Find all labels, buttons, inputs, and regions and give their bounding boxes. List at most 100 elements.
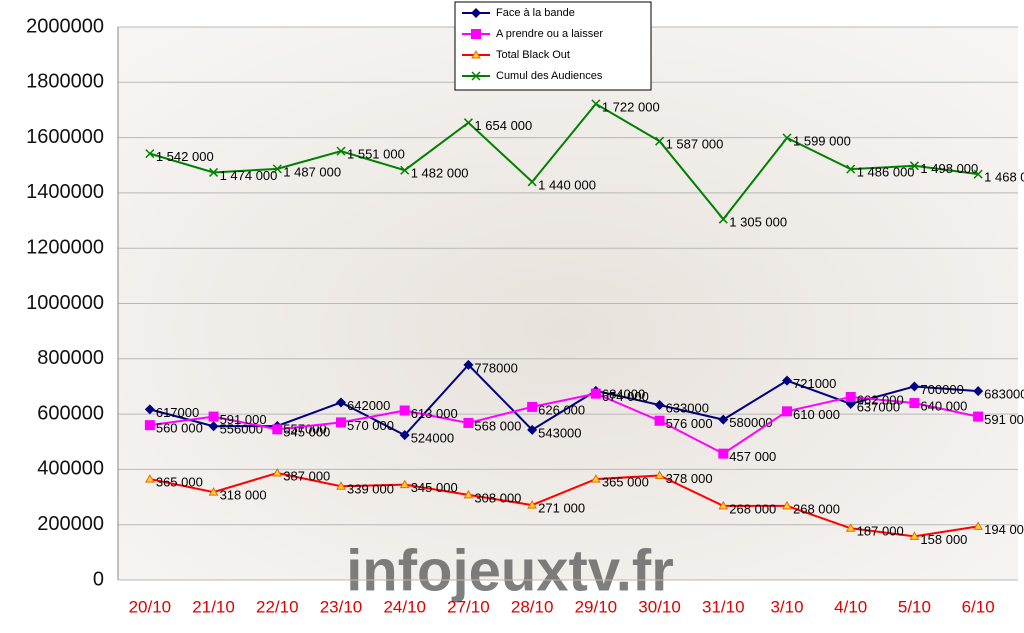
data-label: 524000	[411, 431, 454, 446]
marker	[782, 500, 792, 510]
data-label: 1 551 000	[347, 147, 405, 162]
marker	[718, 500, 729, 510]
data-label: 570 000	[347, 418, 394, 433]
data-label: 683000	[984, 387, 1024, 402]
data-label: 318 000	[220, 488, 267, 503]
legend-marker	[471, 71, 481, 81]
marker	[336, 397, 346, 408]
marker	[399, 430, 410, 441]
x-tick-label: 5/10	[898, 597, 931, 616]
marker	[590, 388, 601, 399]
marker	[909, 381, 920, 392]
data-label: 268 000	[729, 501, 776, 516]
data-label: 1 468 000	[984, 170, 1024, 185]
x-tick-label: 21/10	[192, 597, 235, 616]
y-tick-label: 800000	[37, 347, 104, 369]
data-label: 1 599 000	[793, 133, 851, 148]
data-label: 1 440 000	[538, 177, 596, 192]
marker	[527, 500, 538, 509]
data-label: 339 000	[347, 482, 394, 497]
y-tick-label: 1000000	[26, 292, 104, 314]
series-line	[149, 102, 979, 221]
marker	[145, 149, 155, 159]
data-label: 617000	[156, 405, 199, 420]
marker	[654, 470, 665, 479]
data-label: 640 000	[920, 398, 967, 413]
x-tick-label: 23/10	[320, 597, 363, 616]
data-label: 700000	[920, 382, 963, 397]
y-tick-label: 600000	[37, 402, 104, 424]
marker	[208, 421, 219, 432]
marker	[654, 399, 665, 410]
data-label: 576 000	[666, 416, 713, 431]
data-label: 194 000	[984, 522, 1024, 537]
y-tick-label: 0	[93, 568, 104, 590]
marker	[973, 521, 984, 530]
x-tick-label: 31/10	[702, 597, 745, 616]
marker	[718, 214, 728, 224]
data-label: 662 000	[857, 392, 904, 407]
data-label: 1 542 000	[156, 149, 214, 164]
x-tick-label: 24/10	[383, 597, 426, 616]
y-tick-label: 1200000	[26, 236, 104, 258]
marker	[973, 169, 983, 179]
data-label: 1 487 000	[283, 164, 341, 179]
data-label: 591 000	[220, 412, 267, 427]
legend-label: Face à la bande	[496, 7, 575, 19]
marker	[527, 401, 538, 412]
data-label: 568 000	[474, 418, 521, 433]
x-tick-label: 4/10	[834, 597, 867, 616]
marker	[782, 375, 792, 386]
marker	[208, 487, 219, 496]
data-label: 268 000	[793, 501, 840, 516]
marker	[909, 531, 920, 540]
marker	[718, 448, 729, 459]
data-label: 633000	[666, 400, 709, 415]
marker	[590, 474, 601, 483]
marker	[209, 167, 219, 177]
marker	[845, 391, 856, 402]
data-label: 1 498 000	[920, 161, 978, 176]
data-label: 613 000	[411, 406, 458, 421]
data-label: 560 000	[156, 421, 203, 436]
marker	[144, 474, 155, 483]
legend-label: A prendre ou a laisser	[496, 28, 603, 40]
marker	[144, 420, 155, 431]
data-label: 684000	[602, 386, 645, 401]
data-label: 1 482 000	[411, 166, 469, 181]
legend-label: Cumul des Audiences	[496, 70, 603, 82]
marker	[272, 467, 283, 477]
marker	[463, 118, 473, 128]
data-label: 543000	[538, 425, 581, 440]
data-label: 387 000	[283, 468, 330, 483]
data-label: 1 722 000	[602, 99, 660, 114]
marker	[463, 417, 474, 428]
marker	[782, 133, 792, 143]
data-label: 580000	[729, 415, 772, 430]
marker	[336, 481, 346, 490]
data-label: 626 000	[538, 402, 585, 417]
y-tick-label: 1600000	[26, 126, 104, 148]
data-label: 365 000	[156, 475, 203, 490]
marker	[399, 405, 410, 416]
legend: Face à la bande A prendre ou a laisser Tot…	[454, 1, 652, 91]
marker	[909, 398, 920, 409]
data-label: 457 000	[729, 449, 776, 464]
x-tick-label: 30/10	[638, 597, 681, 616]
data-label: 1 486 000	[857, 165, 915, 180]
x-tick-label: 27/10	[447, 597, 490, 616]
y-tick-label: 200000	[37, 513, 104, 535]
marker	[973, 386, 984, 397]
data-label: 545 000	[283, 425, 330, 440]
series-line	[149, 471, 979, 538]
data-label: 637000	[857, 399, 900, 414]
marker	[591, 99, 601, 109]
watermark: infojeuxtv.fr	[346, 538, 674, 603]
x-tick-label: 6/10	[962, 597, 995, 616]
data-label: 187 000	[857, 524, 904, 539]
marker	[846, 164, 856, 174]
y-tick-label: 2000000	[26, 15, 104, 37]
data-label: 1 474 000	[220, 168, 278, 183]
marker	[973, 411, 984, 422]
